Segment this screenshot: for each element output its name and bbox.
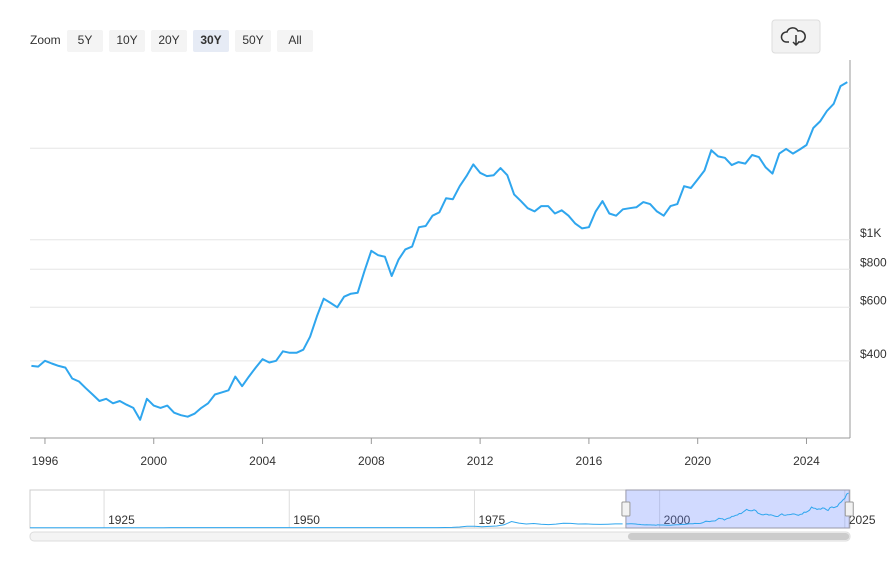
download-button[interactable] <box>771 19 821 54</box>
zoom-button-bg[interactable] <box>235 30 271 52</box>
x-tick-label: 2016 <box>576 454 603 468</box>
zoom-button-label[interactable]: 50Y <box>242 33 263 47</box>
zoom-button[interactable]: 30Y <box>193 30 229 52</box>
y-tick-label: $400 <box>860 347 887 361</box>
zoom-button-label[interactable]: 20Y <box>158 33 179 47</box>
navigator-handle[interactable] <box>844 501 854 517</box>
y-tick-label: $1K <box>860 226 881 240</box>
navigator-tick-label: 1950 <box>293 513 320 527</box>
x-tick-label: 2020 <box>684 454 711 468</box>
zoom-label: Zoom <box>30 33 61 47</box>
navigator-selection[interactable] <box>625 489 850 529</box>
navigator-tick-label: 1925 <box>108 513 135 527</box>
x-tick-label: 2012 <box>467 454 494 468</box>
zoom-button[interactable]: 10Y <box>109 30 145 52</box>
navigator-tick-label: 1975 <box>478 513 505 527</box>
zoom-button-bg[interactable] <box>277 30 313 52</box>
zoom-button-bg[interactable] <box>193 30 229 52</box>
zoom-button-label[interactable]: All <box>288 33 301 47</box>
zoom-button-bg[interactable] <box>67 30 103 52</box>
x-tick-label: 1996 <box>32 454 59 468</box>
zoom-button[interactable]: All <box>277 30 313 52</box>
zoom-button-bg[interactable] <box>109 30 145 52</box>
zoom-button-label[interactable]: 30Y <box>200 33 221 47</box>
zoom-button[interactable]: 50Y <box>235 30 271 52</box>
price-line <box>31 81 848 421</box>
x-tick-label: 2004 <box>249 454 276 468</box>
navigator-line <box>626 492 849 526</box>
zoom-button-bg[interactable] <box>151 30 187 52</box>
zoom-button-label[interactable]: 5Y <box>78 33 93 47</box>
zoom-button-label[interactable]: 10Y <box>116 33 137 47</box>
navigator-tick-label: 2000 <box>664 513 691 527</box>
x-tick-label: 2000 <box>140 454 167 468</box>
navigator-line <box>30 520 623 529</box>
scrollbar-thumb[interactable] <box>627 533 850 540</box>
y-tick-label: $800 <box>860 255 887 269</box>
x-tick-label: 2008 <box>358 454 385 468</box>
download-icon[interactable] <box>780 27 806 47</box>
zoom-button[interactable]: 20Y <box>151 30 187 52</box>
zoom-button[interactable]: 5Y <box>67 30 103 52</box>
y-tick-label: $600 <box>860 293 887 307</box>
navigator-tick-label: 2025 <box>849 513 876 527</box>
x-tick-label: 2024 <box>793 454 820 468</box>
navigator-handle[interactable] <box>621 501 631 517</box>
